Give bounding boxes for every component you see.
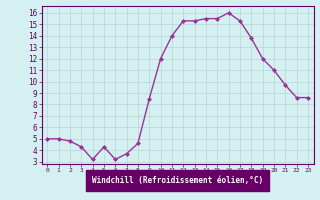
X-axis label: Windchill (Refroidissement éolien,°C): Windchill (Refroidissement éolien,°C) — [92, 176, 263, 185]
